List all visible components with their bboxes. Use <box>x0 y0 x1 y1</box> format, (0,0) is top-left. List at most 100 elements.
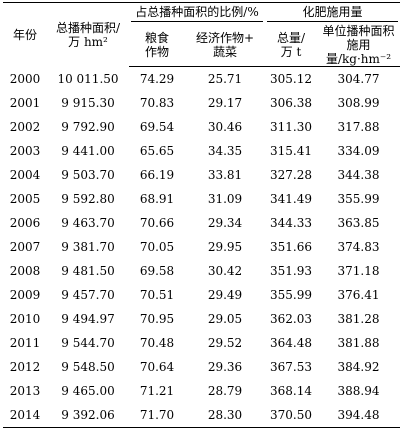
cell-econ: 28.30 <box>185 403 266 428</box>
table-body: 2000 10 011.50 74.29 25.71 305.12 304.77 2001… <box>3 67 401 428</box>
cell-year: 2004 <box>9 168 41 182</box>
cell-total: 351.93 <box>270 264 313 278</box>
cell-year: 2000 <box>9 71 41 86</box>
table-row: 2003 9 441.00 65.65 34.35 315.41 334.09 <box>3 139 400 163</box>
table-row: 2006 9 463.70 70.66 29.34 344.33 363.85 <box>3 211 400 235</box>
cell-grain: 69.54 <box>139 120 175 134</box>
header-year-label: 年份 <box>12 27 37 42</box>
cell-total: 368.14 <box>270 384 313 398</box>
cell-grain: 70.51 <box>139 288 175 302</box>
cell-unit: 371.18 <box>337 264 380 278</box>
table-row: 2014 9 392.06 71.70 28.30 370.50 394.48 <box>3 403 401 428</box>
cell-econ: 25.71 <box>207 72 243 86</box>
cell-year: 2001 <box>9 96 41 110</box>
cell-grain: 66.19 <box>139 168 175 182</box>
cell-total: 362.03 <box>270 312 313 326</box>
cell-econ: 31.09 <box>207 192 243 206</box>
cell-area: 9 441.00 <box>61 144 115 158</box>
cell-year: 2002 <box>9 120 41 134</box>
cell-total: 367.53 <box>270 360 313 374</box>
cell-grain: 70.05 <box>139 240 175 254</box>
cell-grain: 70.48 <box>139 336 175 350</box>
cell-unit: 394.48 <box>317 403 401 428</box>
table-row: 2004 9 503.70 66.19 33.81 327.28 344.38 <box>3 163 400 187</box>
cell-econ: 29.36 <box>207 360 243 374</box>
cell-year: 2007 <box>9 240 41 254</box>
cell-total: 311.30 <box>270 120 313 134</box>
cell-grain: 70.64 <box>139 360 175 374</box>
cell-unit: 363.85 <box>337 216 380 230</box>
cell-grain: 70.83 <box>139 96 175 110</box>
cell-unit: 304.77 <box>337 72 380 86</box>
cell-econ: 29.95 <box>207 240 243 254</box>
header-share-group-label: 占总播种面积的比例/% <box>131 5 264 22</box>
cell-grain: 68.91 <box>139 192 175 206</box>
cell-area: 9 548.50 <box>61 360 115 374</box>
cell-area: 9 381.70 <box>61 240 115 254</box>
cell-area: 9 463.70 <box>61 216 115 230</box>
table-row: 2013 9 465.00 71.21 28.79 368.14 388.94 <box>3 379 400 403</box>
cell-year: 2012 <box>9 360 41 374</box>
cell-unit: 355.99 <box>337 192 380 206</box>
header-fert-group: 化肥施用量 <box>265 2 401 24</box>
cell-grain: 70.95 <box>139 312 175 326</box>
table-row: 2000 10 011.50 74.29 25.71 305.12 304.77 <box>3 67 400 92</box>
table-row: 2007 9 381.70 70.05 29.95 351.66 374.83 <box>3 235 400 259</box>
cell-total: 327.28 <box>270 168 313 182</box>
cell-unit: 388.94 <box>337 384 380 398</box>
cell-grain: 74.29 <box>139 72 175 86</box>
table-row: 2002 9 792.90 69.54 30.46 311.30 317.88 <box>3 115 400 139</box>
cell-area: 9 792.90 <box>61 120 115 134</box>
cell-grain: 71.70 <box>129 403 185 428</box>
cell-year: 2006 <box>9 216 41 230</box>
cell-area: 9 592.80 <box>61 192 115 206</box>
cell-unit: 308.99 <box>337 96 380 110</box>
cell-year: 2009 <box>9 288 41 302</box>
cell-unit: 317.88 <box>337 120 380 134</box>
header-area: 总播种面积/ 万 hm² <box>47 2 129 67</box>
header-total-line1: 总量/ <box>276 31 306 45</box>
cell-year: 2011 <box>9 336 41 350</box>
header-econ-line1: 经济作物+ <box>195 31 255 45</box>
table-row: 2009 9 457.70 70.51 29.49 355.99 376.41 <box>3 283 400 307</box>
cell-year: 2003 <box>9 144 41 158</box>
cell-total: 306.38 <box>270 96 313 110</box>
cell-total: 344.33 <box>270 216 313 230</box>
cell-unit: 384.92 <box>337 360 380 374</box>
cell-area: 9 457.70 <box>61 288 115 302</box>
cell-unit: 334.09 <box>337 144 380 158</box>
header-total-line2: 万 t <box>280 45 302 59</box>
cell-total: 370.50 <box>265 403 318 428</box>
cell-grain: 71.21 <box>139 384 175 398</box>
cell-area: 9 544.70 <box>61 336 115 350</box>
cell-total: 315.41 <box>270 144 313 158</box>
cell-area: 9 915.30 <box>61 96 115 110</box>
cell-year: 2008 <box>9 264 41 278</box>
table-row: 2010 9 494.97 70.95 29.05 362.03 381.28 <box>3 307 400 331</box>
fertilizer-table: 年份 总播种面积/ 万 hm² 占总播种面积的比例/% 化肥施用量 粮食 作物 <box>3 2 401 428</box>
cell-total: 351.66 <box>270 240 313 254</box>
cell-econ: 28.79 <box>207 384 243 398</box>
header-grain-line1: 粮食 <box>144 31 169 45</box>
header-row-sub: 粮食 作物 经济作物+ 蔬菜 总量/ 万 t 单位播种面积 施用量/kg·hm⁻… <box>3 24 401 67</box>
cell-econ: 29.52 <box>207 336 243 350</box>
cell-unit: 374.83 <box>337 240 380 254</box>
cell-unit: 344.38 <box>337 168 380 182</box>
cell-unit: 376.41 <box>337 288 380 302</box>
table-row: 2011 9 544.70 70.48 29.52 364.48 381.88 <box>3 331 400 355</box>
cell-total: 341.49 <box>270 192 313 206</box>
cell-year: 2010 <box>9 312 41 326</box>
header-area-line2: 万 hm² <box>68 34 108 49</box>
cell-econ: 29.05 <box>207 312 243 326</box>
cell-grain: 70.66 <box>139 216 175 230</box>
table-row: 2005 9 592.80 68.91 31.09 341.49 355.99 <box>3 187 400 211</box>
cell-grain: 65.65 <box>139 144 175 158</box>
header-area-line1: 总播种面积/ <box>55 20 121 35</box>
header-fert-group-label: 化肥施用量 <box>267 5 399 22</box>
table-row: 2008 9 481.50 69.58 30.42 351.93 371.18 <box>3 259 400 283</box>
header-grain: 粮食 作物 <box>129 24 185 67</box>
cell-econ: 29.34 <box>207 216 243 230</box>
cell-year: 2005 <box>9 192 41 206</box>
cell-area: 9 465.00 <box>61 384 115 398</box>
header-unit: 单位播种面积 施用量/kg·hm⁻² <box>317 24 401 67</box>
